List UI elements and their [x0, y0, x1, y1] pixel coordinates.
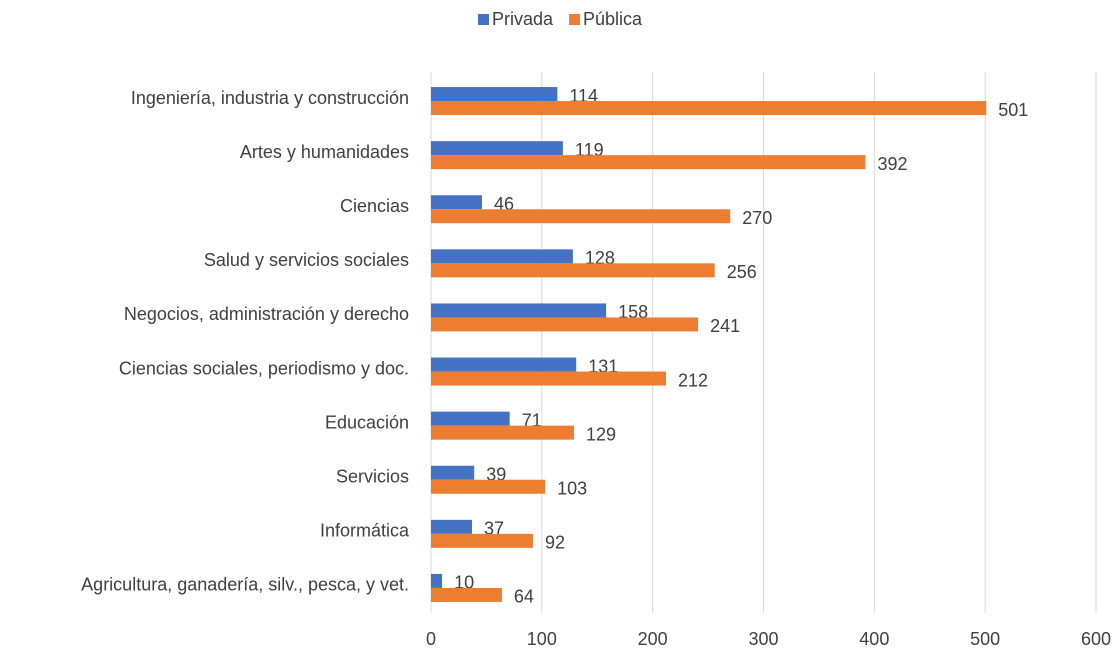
- data-label: 64: [514, 587, 534, 607]
- data-label: 103: [557, 479, 587, 499]
- data-label: 241: [710, 316, 740, 336]
- legend-label: Pública: [583, 9, 643, 29]
- data-label: 129: [586, 424, 616, 444]
- data-label: 37: [484, 519, 504, 539]
- x-tick-label: 100: [527, 629, 557, 649]
- data-label: 39: [486, 465, 506, 485]
- x-tick-label: 500: [970, 629, 1000, 649]
- data-label: 270: [742, 208, 772, 228]
- y-tick-label: Educación: [325, 412, 409, 432]
- data-label: 212: [678, 370, 708, 390]
- bar: [431, 479, 546, 494]
- y-tick-label: Agricultura, ganadería, silv., pesca, y …: [81, 575, 409, 595]
- data-label: 128: [585, 248, 615, 268]
- data-label: 131: [588, 356, 618, 376]
- data-label: 392: [877, 154, 907, 174]
- bar: [431, 155, 866, 170]
- bar: [431, 209, 731, 224]
- bar: [431, 101, 987, 116]
- bar: [431, 519, 473, 534]
- bar: [431, 425, 574, 440]
- data-label: 158: [618, 302, 648, 322]
- data-label: 71: [522, 410, 542, 430]
- y-tick-label: Salud y servicios sociales: [204, 250, 409, 270]
- x-tick-label: 200: [638, 629, 668, 649]
- x-tick-label: 300: [748, 629, 778, 649]
- y-tick-label: Ciencias: [340, 196, 409, 216]
- data-label: 92: [545, 533, 565, 553]
- data-label: 501: [998, 100, 1028, 120]
- bar: [431, 249, 573, 264]
- y-tick-label: Artes y humanidades: [240, 142, 409, 162]
- bar: [431, 87, 558, 102]
- x-tick-label: 0: [426, 629, 436, 649]
- y-tick-label: Servicios: [336, 467, 409, 487]
- bar: [431, 303, 607, 318]
- y-tick-label: Ciencias sociales, periodismo y doc.: [119, 358, 409, 378]
- y-tick-label: Informática: [320, 521, 410, 541]
- bar: [431, 357, 577, 372]
- x-tick-label: 600: [1081, 629, 1111, 649]
- bar: [431, 573, 443, 588]
- x-tick-label: 400: [859, 629, 889, 649]
- data-label: 10: [454, 573, 474, 593]
- bar: [431, 411, 510, 426]
- legend-label: Privada: [492, 9, 554, 29]
- bar: [431, 141, 563, 156]
- bar: [431, 465, 475, 480]
- bar: [431, 195, 482, 210]
- bar: [431, 371, 666, 386]
- bar: [431, 587, 502, 602]
- bar: [431, 533, 533, 548]
- data-label: 114: [569, 86, 598, 106]
- data-label: 46: [494, 194, 514, 214]
- legend-swatch: [478, 14, 489, 25]
- y-tick-label: Ingeniería, industria y construcción: [131, 88, 409, 108]
- y-tick-label: Negocios, administración y derecho: [124, 304, 409, 324]
- data-label: 119: [575, 140, 604, 160]
- bar: [431, 317, 699, 332]
- data-label: 256: [727, 262, 757, 282]
- bar: [431, 263, 715, 278]
- legend-swatch: [569, 14, 581, 25]
